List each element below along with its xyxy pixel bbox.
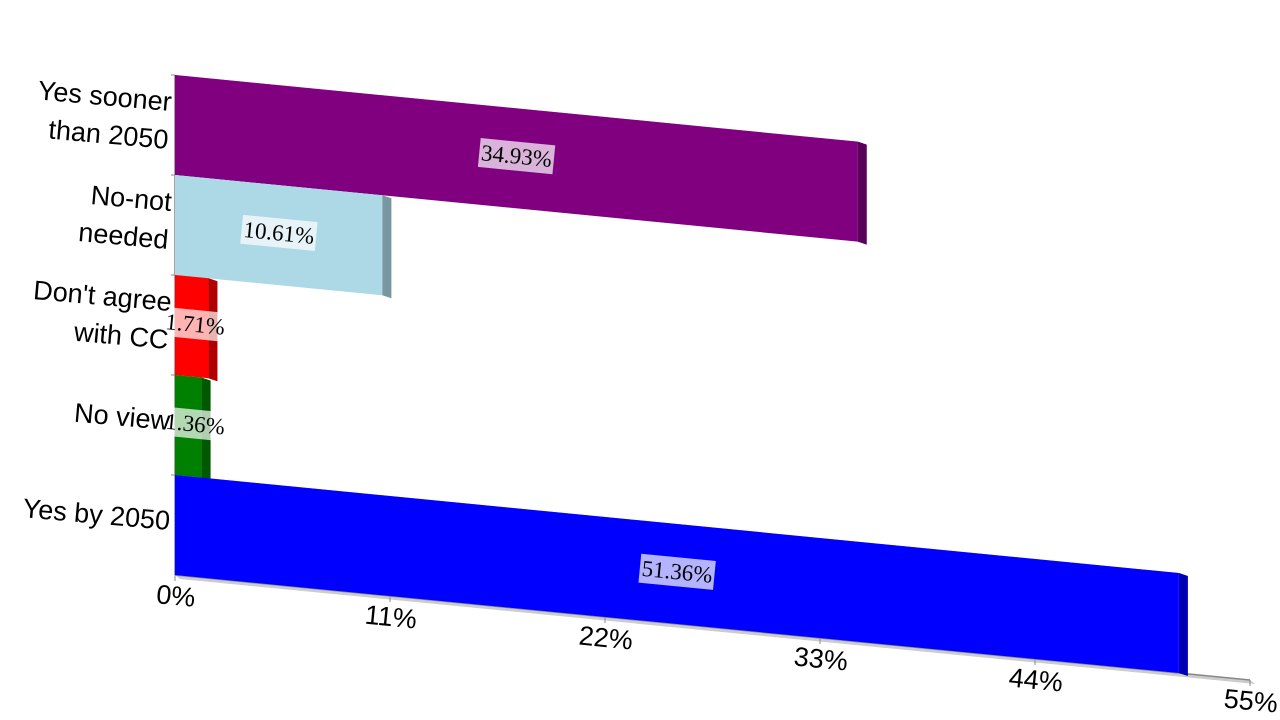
value-label-bg	[162, 406, 229, 442]
value-label-bg	[477, 138, 556, 175]
floor	[175, 575, 1255, 684]
bar-side-shade	[857, 141, 867, 245]
x-tick-label: 33%	[793, 641, 850, 676]
x-tick-label: 11%	[364, 600, 419, 635]
value-label: 1.36%	[164, 409, 226, 440]
bar-side	[382, 195, 392, 299]
bar-side	[1178, 573, 1188, 677]
x-tick-label: 44%	[1008, 662, 1065, 697]
value-label: 1.71%	[164, 309, 226, 340]
category-label: Don't agree with CC	[32, 275, 173, 355]
value-label-bg	[162, 306, 229, 342]
value-label-bg	[638, 553, 716, 590]
bar-side-shade	[382, 195, 392, 299]
category-label: Yes sooner than 2050	[36, 75, 173, 155]
category-label: No-not needed	[77, 180, 173, 255]
bar-side-shade	[1178, 573, 1188, 677]
x-tick-label: 22%	[578, 620, 635, 655]
value-label-bg	[240, 214, 318, 252]
x-tick-label: 0%	[155, 579, 197, 613]
x-tick-label: 55%	[1223, 683, 1280, 718]
bar-side	[857, 141, 867, 245]
